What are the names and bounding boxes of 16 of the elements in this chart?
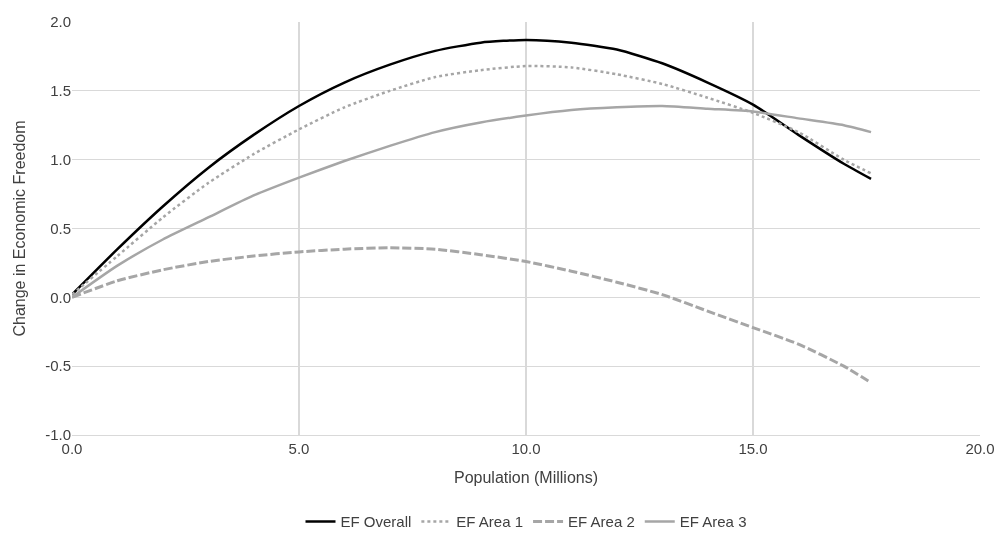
legend-label: EF Overall [340,513,412,531]
y-tick-label: 0.0 [50,288,71,306]
x-tick-label: 10.0 [511,440,541,457]
x-tick-label: 15.0 [738,440,768,457]
y-tick-label: -0.5 [45,357,71,375]
x-tick-label: 5.0 [288,440,310,457]
y-tick-label: 0.5 [50,219,71,237]
legend-label: EF Area 1 [456,513,524,531]
x-axis-title: Population (Millions) [453,468,599,486]
y-tick-label: 1.5 [50,82,71,100]
y-tick-label: 1.0 [50,150,71,168]
y-tick-label: 2.0 [50,13,71,31]
x-tick-label: 20.0 [965,440,995,457]
legend-label: EF Area 2 [568,513,635,531]
legend-label: EF Area 3 [679,513,747,531]
y-axis-title: Change in Economic Freedom [11,120,29,337]
